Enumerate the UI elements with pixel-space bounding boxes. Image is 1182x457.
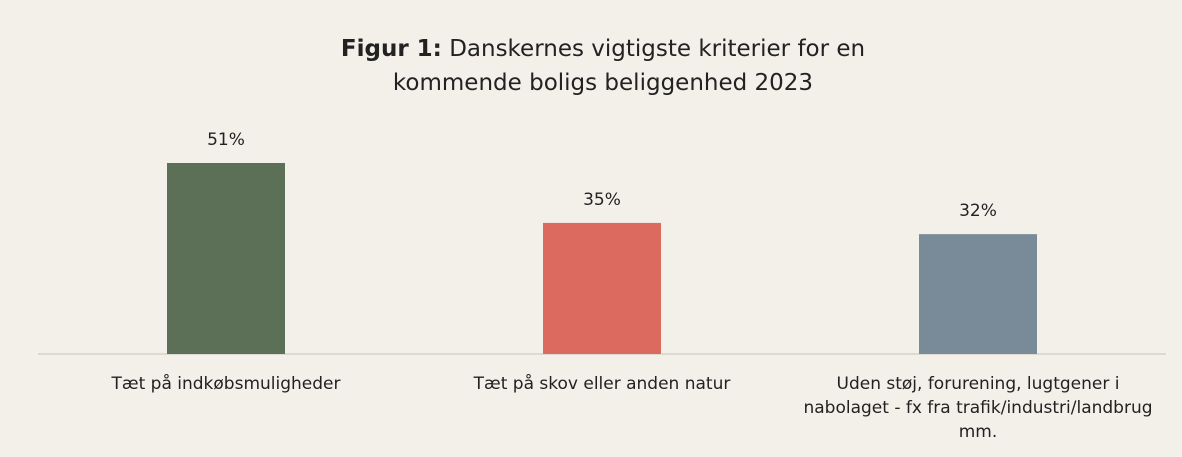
category-label: Tæt på indkøbsmuligheder (111, 374, 341, 394)
title-text: Danskernes vigtigste kriterier for en ko… (392, 36, 866, 96)
value-label: 32% (959, 201, 997, 221)
value-label: 35% (583, 190, 621, 210)
bar (167, 163, 285, 354)
category-label: Tæt på skov eller anden natur (473, 374, 731, 394)
category-label: Uden støj, forurening, lugtgener i nabol… (803, 374, 1153, 442)
value-label: 51% (207, 130, 245, 150)
title-label: Figur 1: (340, 36, 442, 62)
bar (919, 234, 1037, 354)
bar (543, 222, 661, 354)
chart-title: Figur 1: Danskernes vigtigste kriterier … (291, 32, 915, 100)
